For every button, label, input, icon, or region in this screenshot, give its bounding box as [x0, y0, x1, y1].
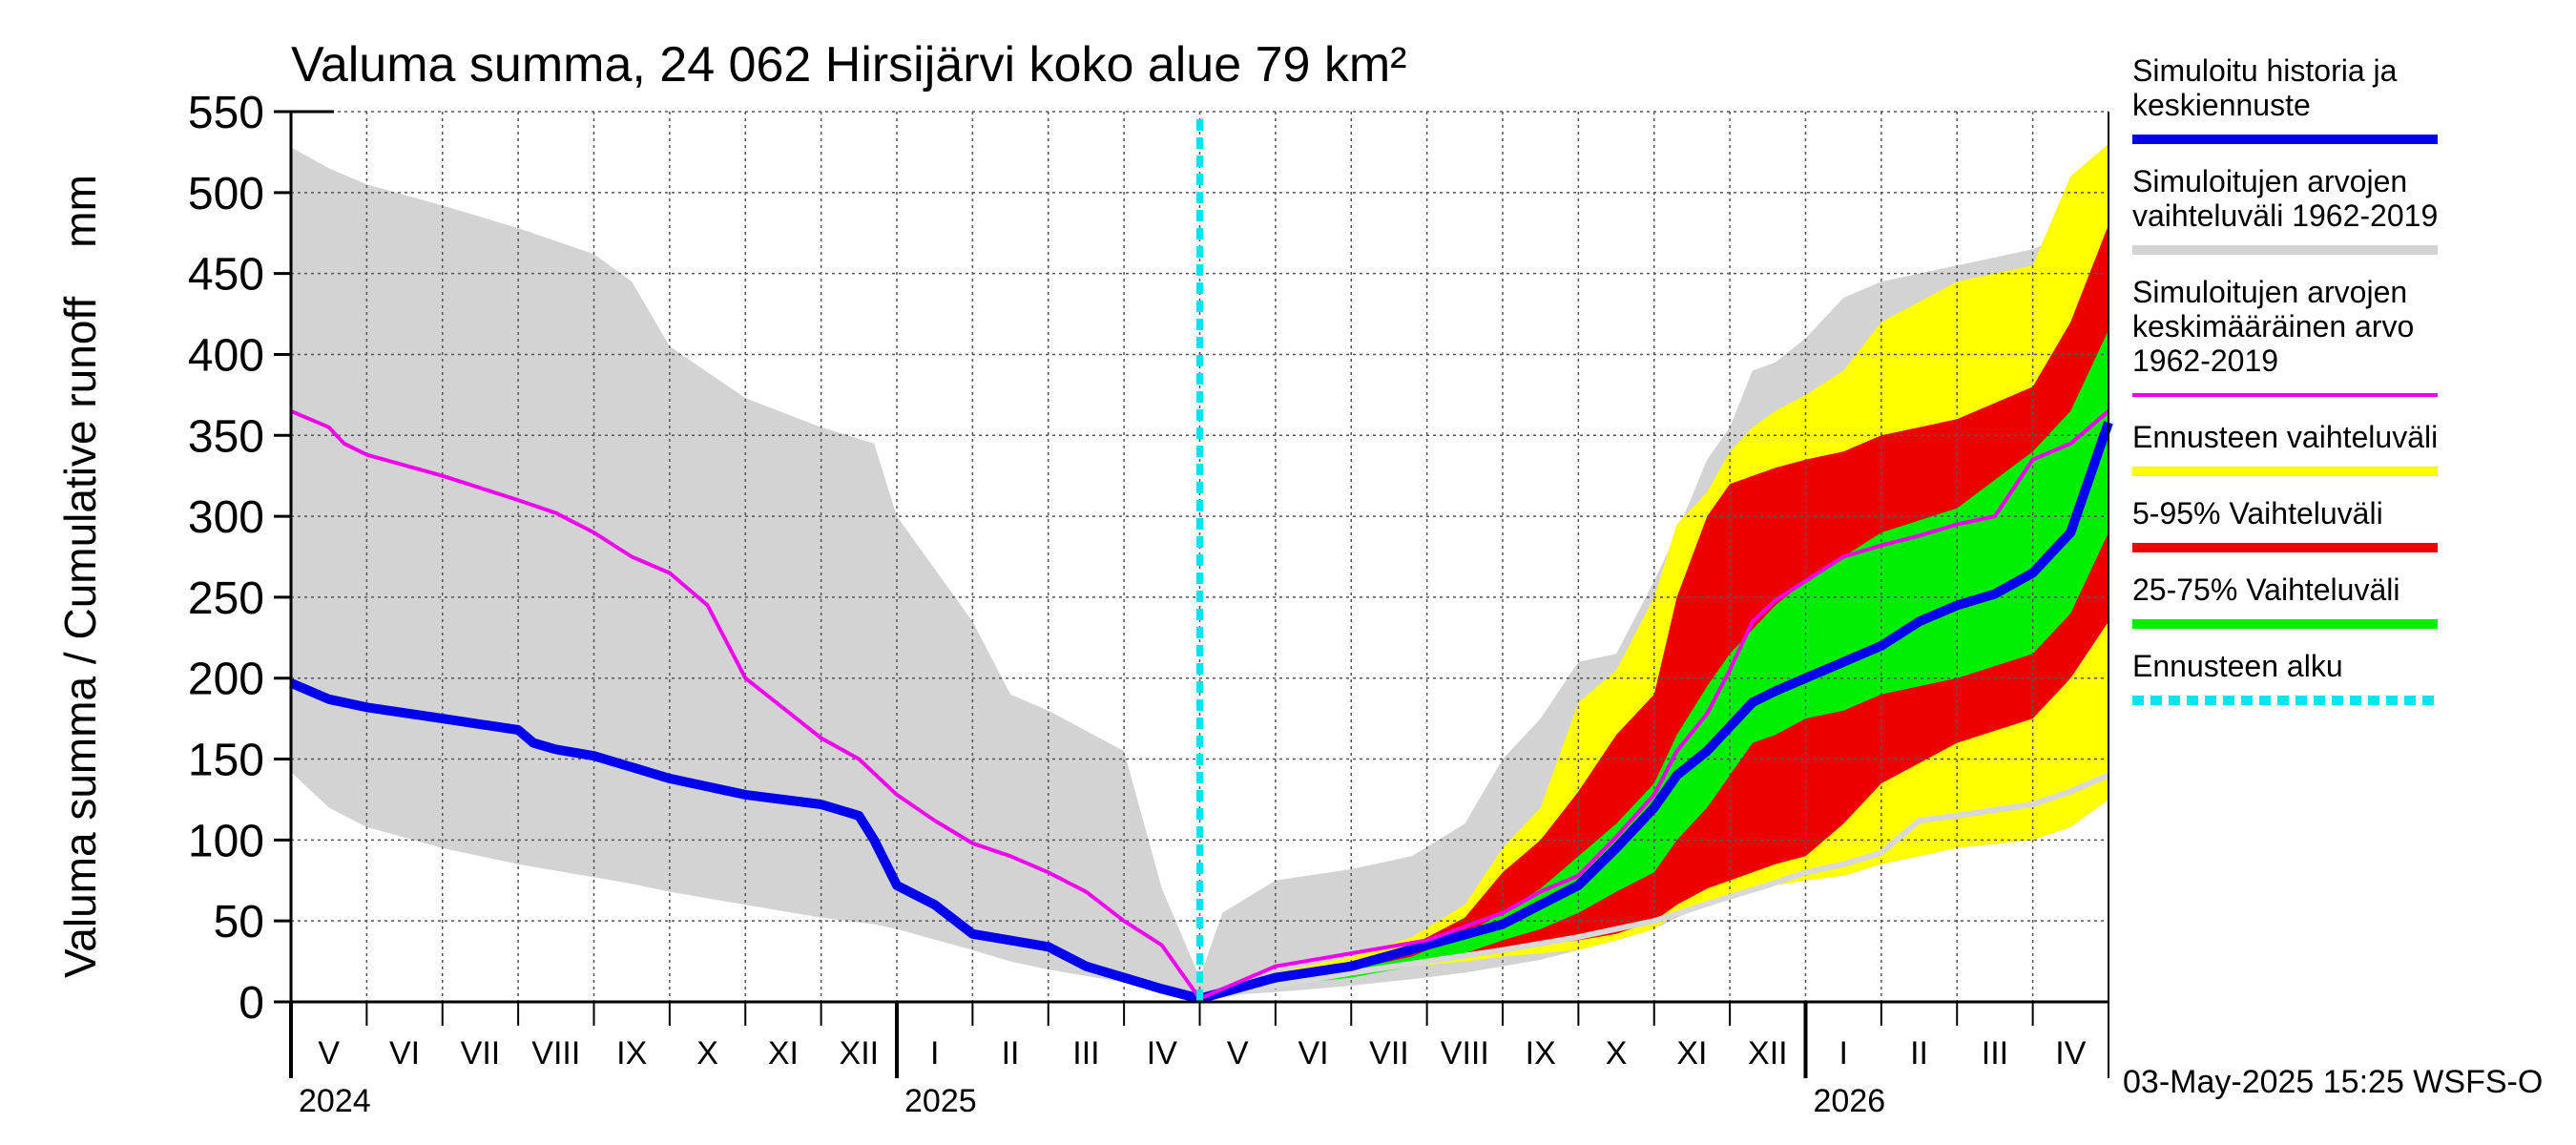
month-label: X [696, 1035, 718, 1072]
y-tick-label: 550 [188, 88, 264, 138]
lines-layer [289, 119, 2113, 1004]
y-tick-label: 350 [188, 411, 264, 462]
footer-timestamp: 03-May-2025 15:25 WSFS-O [2123, 1064, 2543, 1100]
chart-title: Valuma summa, 24 062 Hirsijärvi koko alu… [291, 37, 1407, 93]
series-line-0 [1198, 772, 2110, 1002]
bands-layer [291, 143, 2109, 999]
legend-label: 25-75% Vaihteluväli [2132, 572, 2399, 607]
legend-label: Simuloitujen arvojen [2132, 275, 2407, 309]
month-label: VIII [1441, 1035, 1489, 1072]
y-tick-label: 450 [188, 250, 264, 301]
month-label: XII [1748, 1035, 1788, 1072]
month-label: XII [840, 1035, 880, 1072]
month-label: IV [2055, 1035, 2086, 1072]
legend-label: keskiennuste [2132, 88, 2311, 122]
legend-label: keskimääräinen arvo [2132, 309, 2414, 344]
month-label: VII [461, 1035, 501, 1072]
month-label: IV [1147, 1035, 1177, 1072]
month-label: II [1002, 1035, 1020, 1072]
month-label: IX [1526, 1035, 1556, 1072]
legend-label: 5-95% Vaihteluväli [2132, 496, 2383, 531]
y-tick-label: 200 [188, 655, 264, 705]
y-axis-label: Valuma summa / Cumulative runoff mm [55, 175, 105, 978]
year-label: 2026 [1814, 1083, 1886, 1119]
year-label: 2025 [904, 1083, 977, 1119]
legend-label: vaihteluväli 1962-2019 [2132, 198, 2438, 233]
month-label: V [318, 1035, 340, 1072]
y-tick-label: 400 [188, 330, 264, 381]
y-tick-label: 250 [188, 573, 264, 624]
legend-label: Simuloitujen arvojen [2132, 164, 2407, 198]
band-1 [1199, 143, 2109, 999]
legend-label: Ennusteen vaihteluväli [2132, 420, 2438, 454]
series-line-1 [289, 421, 2113, 1004]
month-label: IX [616, 1035, 647, 1072]
month-label: VI [389, 1035, 420, 1072]
month-label: I [1839, 1035, 1847, 1072]
month-label: VII [1369, 1035, 1409, 1072]
month-label: II [1910, 1035, 1928, 1072]
year-label: 2024 [299, 1083, 371, 1119]
month-label: VI [1298, 1035, 1329, 1072]
month-label: XI [1676, 1035, 1707, 1072]
month-label: X [1606, 1035, 1628, 1072]
legend-label: Simuloitu historia ja [2132, 53, 2398, 88]
month-label: V [1227, 1035, 1249, 1072]
y-tick-label: 300 [188, 492, 264, 543]
band-3 [1199, 330, 2109, 999]
month-label: VIII [531, 1035, 580, 1072]
y-tick-label: 0 [239, 978, 264, 1029]
y-tick-label: 500 [188, 169, 264, 219]
legend-label: 1962-2019 [2132, 344, 2278, 378]
legend-label: Ennusteen alku [2132, 649, 2343, 683]
month-label: III [1072, 1035, 1099, 1072]
month-label: III [1982, 1035, 2008, 1072]
y-tick-label: 100 [188, 816, 264, 866]
month-label: XI [768, 1035, 799, 1072]
month-label: I [930, 1035, 939, 1072]
y-tick-label: 150 [188, 736, 264, 786]
y-tick-label: 50 [214, 897, 264, 947]
